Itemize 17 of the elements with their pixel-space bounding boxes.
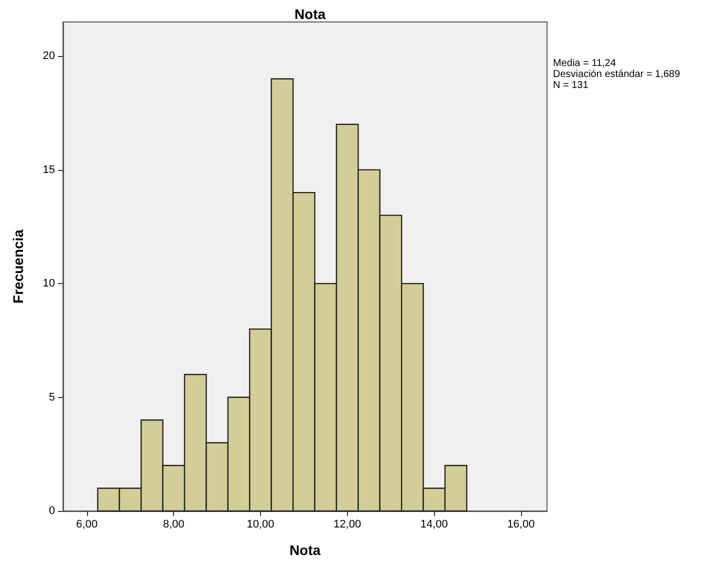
text: Media = 11,24 [553, 58, 616, 69]
text: N = 131 [553, 80, 589, 91]
x-tick-label: 8,00 [162, 518, 184, 530]
y-tick-label: 20 [42, 50, 55, 62]
x-tick-label: 12,00 [334, 518, 362, 530]
y-tick-label: 5 [48, 391, 55, 404]
x-axis-title: Nota [289, 542, 321, 558]
x-tick-label: 6,00 [76, 518, 98, 530]
x-tick-label: 16,00 [507, 518, 535, 530]
x-tick-label: 14,00 [420, 518, 448, 530]
x-tick-label: 10,00 [246, 518, 274, 530]
y-tick-label: 15 [42, 164, 55, 176]
chart-title: Nota [294, 6, 326, 22]
text: Desviación estándar = 1,689 [553, 69, 680, 80]
y-tick-label: 0 [48, 505, 55, 517]
y-tick-label: 10 [42, 278, 55, 290]
y-axis-title: Frecuencia [10, 229, 26, 304]
